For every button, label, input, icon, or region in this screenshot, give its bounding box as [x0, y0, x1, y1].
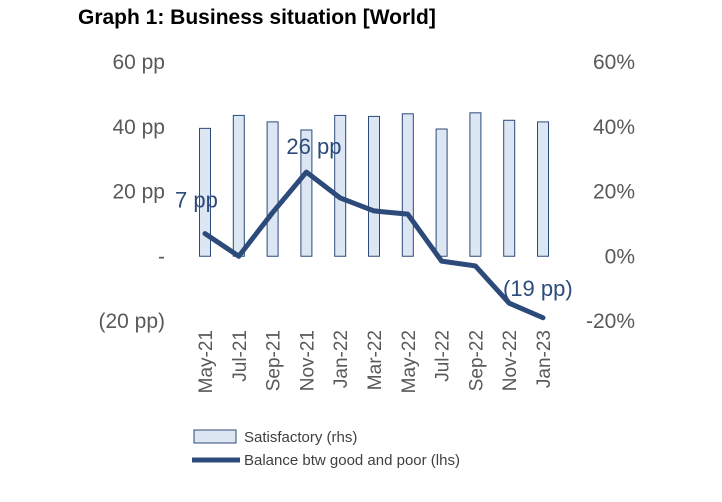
y-right-tick-label: 0% [605, 245, 635, 268]
x-tick-label: Nov-21 [297, 330, 318, 391]
legend-label-bar: Satisfactory (rhs) [244, 429, 357, 446]
bar-satisfactory [199, 127, 211, 257]
line-balance [202, 169, 546, 321]
x-tick-label: Mar-22 [365, 330, 386, 390]
bar-satisfactory [368, 115, 380, 257]
x-tick-label: May-22 [399, 330, 420, 393]
bar-satisfactory [334, 114, 347, 257]
y-right-tick-label: -20% [586, 310, 635, 333]
x-tick-label: Nov-22 [500, 330, 521, 391]
x-tick-label: Jan-22 [331, 330, 352, 388]
bar-satisfactory [232, 114, 245, 257]
y-left-tick-label: - [158, 245, 165, 268]
y-left-tick-label: 40 pp [112, 116, 165, 139]
data-label: (19 pp) [503, 276, 573, 301]
x-tick-label: Sep-21 [264, 330, 285, 391]
page-title: Graph 1: Business situation [World] [78, 6, 436, 29]
y-right-tick-label: 60% [593, 51, 635, 74]
bar-satisfactory [503, 119, 516, 257]
legend-label-line: Balance btw good and poor (lhs) [244, 452, 460, 469]
y-left-tick-label: 60 pp [112, 51, 165, 74]
y-right-tick-label: 40% [593, 116, 635, 139]
y-right-tick-label: 20% [593, 181, 635, 204]
x-tick-label: Jul-21 [230, 330, 251, 382]
x-tick-label: Jan-23 [534, 330, 555, 388]
data-label: 26 pp [286, 134, 341, 159]
bar-satisfactory [266, 121, 279, 257]
bar-satisfactory [300, 129, 313, 257]
bar-satisfactory [537, 121, 549, 257]
bar-satisfactory [401, 113, 414, 257]
y-left-tick-label: (20 pp) [98, 310, 165, 333]
data-label: 7 pp [175, 188, 218, 213]
legend-swatch-bar [193, 429, 237, 444]
x-tick-label: May-21 [196, 330, 217, 393]
x-tick-label: Sep-22 [466, 330, 487, 391]
bar-satisfactory [469, 112, 482, 257]
y-left-tick-label: 20 pp [112, 181, 165, 204]
bar-satisfactory [435, 128, 448, 257]
x-tick-label: Jul-22 [433, 330, 454, 382]
